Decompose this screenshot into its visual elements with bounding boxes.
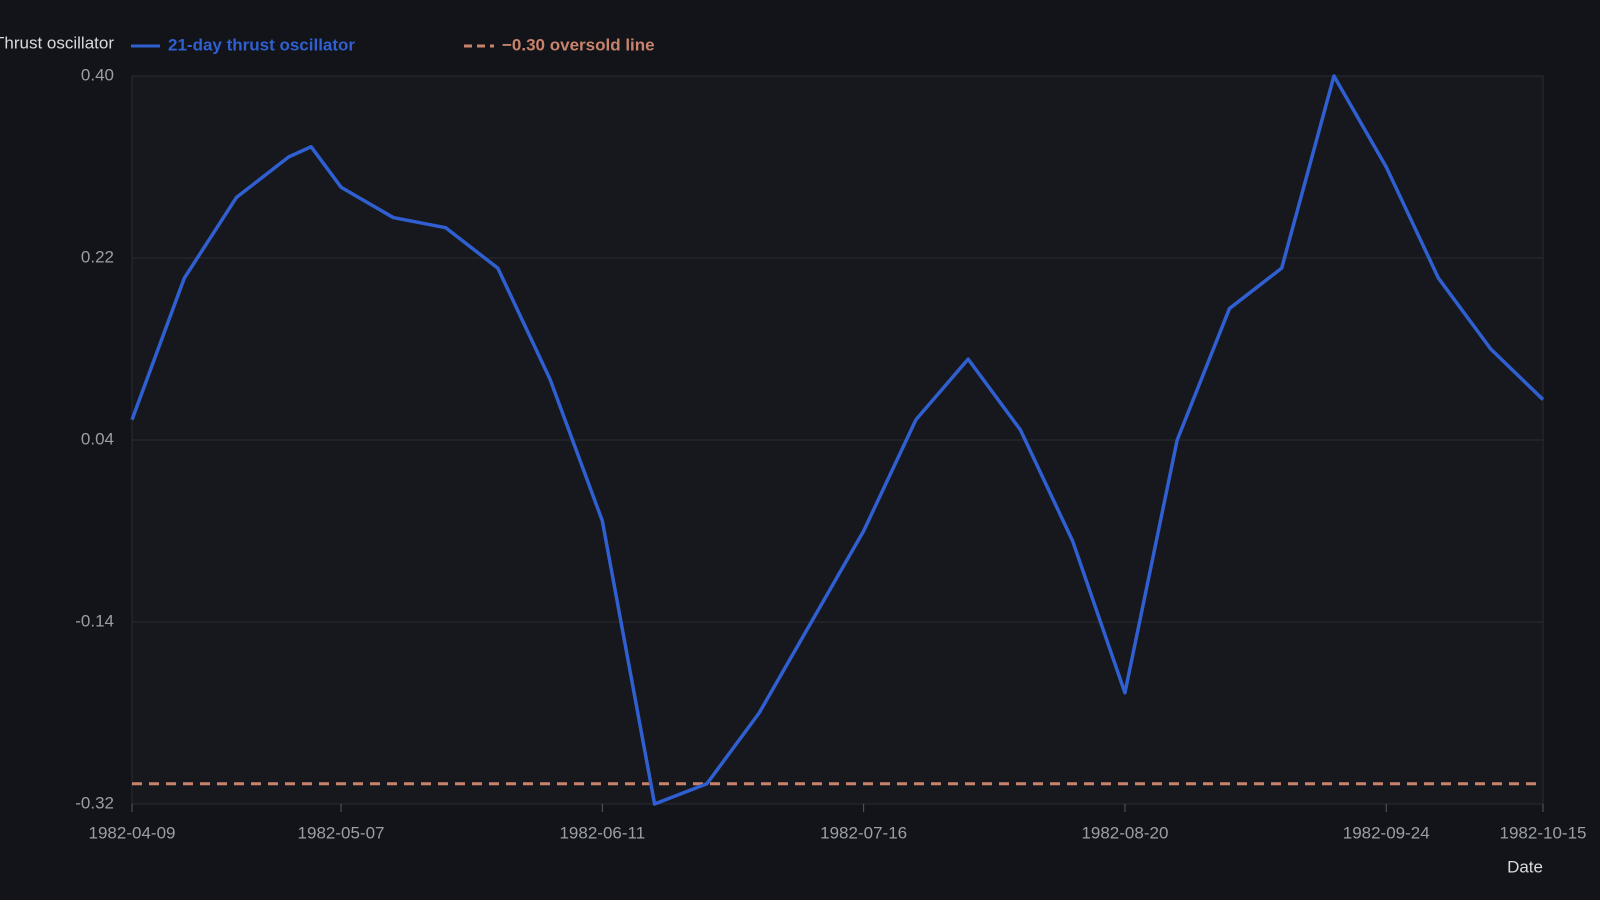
- y-axis-title: Thrust oscillator: [0, 33, 114, 52]
- x-tick-label: 1982-08-20: [1081, 823, 1168, 842]
- x-tick-label: 1982-09-24: [1343, 823, 1430, 842]
- y-tick-label: -0.32: [75, 793, 114, 812]
- y-tick-label: 0.22: [81, 247, 114, 266]
- y-tick-label: 0.40: [81, 65, 114, 84]
- y-tick-label: 0.04: [81, 429, 114, 448]
- x-tick-label: 1982-10-15: [1500, 823, 1587, 842]
- legend-label: −0.30 oversold line: [502, 35, 655, 54]
- y-tick-label: -0.14: [75, 611, 114, 630]
- x-axis-title: Date: [1507, 857, 1543, 876]
- x-tick-label: 1982-07-16: [820, 823, 907, 842]
- x-tick-label: 1982-05-07: [298, 823, 385, 842]
- x-tick-label: 1982-06-11: [559, 823, 645, 842]
- legend-label: 21-day thrust oscillator: [168, 35, 355, 54]
- x-tick-label: 1982-04-09: [89, 823, 176, 842]
- series-line: [130, 74, 1545, 806]
